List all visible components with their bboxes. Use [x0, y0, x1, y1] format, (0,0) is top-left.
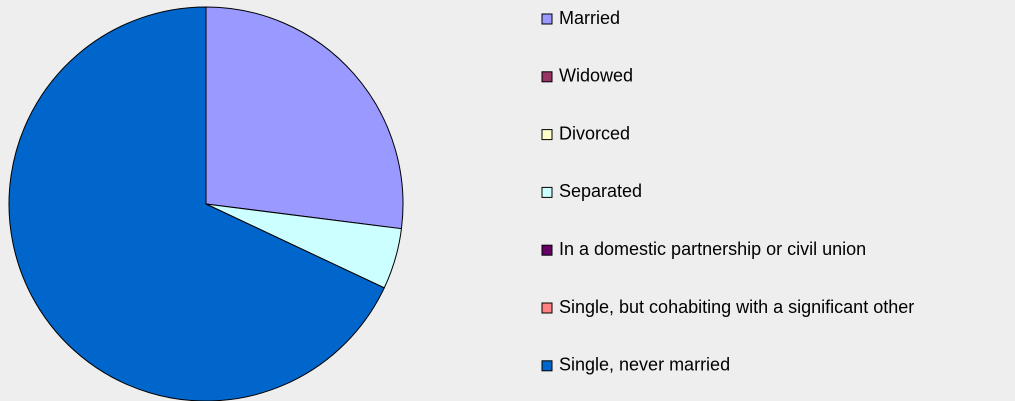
legend-label: Widowed: [559, 66, 633, 86]
legend-swatch: [541, 13, 553, 25]
legend-label: Single, never married: [559, 355, 730, 375]
legend-swatch: [541, 302, 553, 314]
legend-swatch: [541, 71, 553, 83]
legend-swatch: [541, 129, 553, 141]
legend-swatch: [541, 186, 553, 198]
legend-label: Divorced: [559, 123, 630, 143]
legend-label: Single, but cohabiting with a significan…: [559, 297, 914, 317]
legend-swatch: [541, 360, 553, 372]
legend-label: Married: [559, 8, 620, 28]
pie-slice: [205, 6, 404, 230]
pie-slice: [8, 6, 385, 401]
legend-swatch: [541, 244, 553, 256]
legend-label: In a domestic partnership or civil union: [559, 239, 866, 259]
legend-label: Separated: [559, 181, 642, 201]
